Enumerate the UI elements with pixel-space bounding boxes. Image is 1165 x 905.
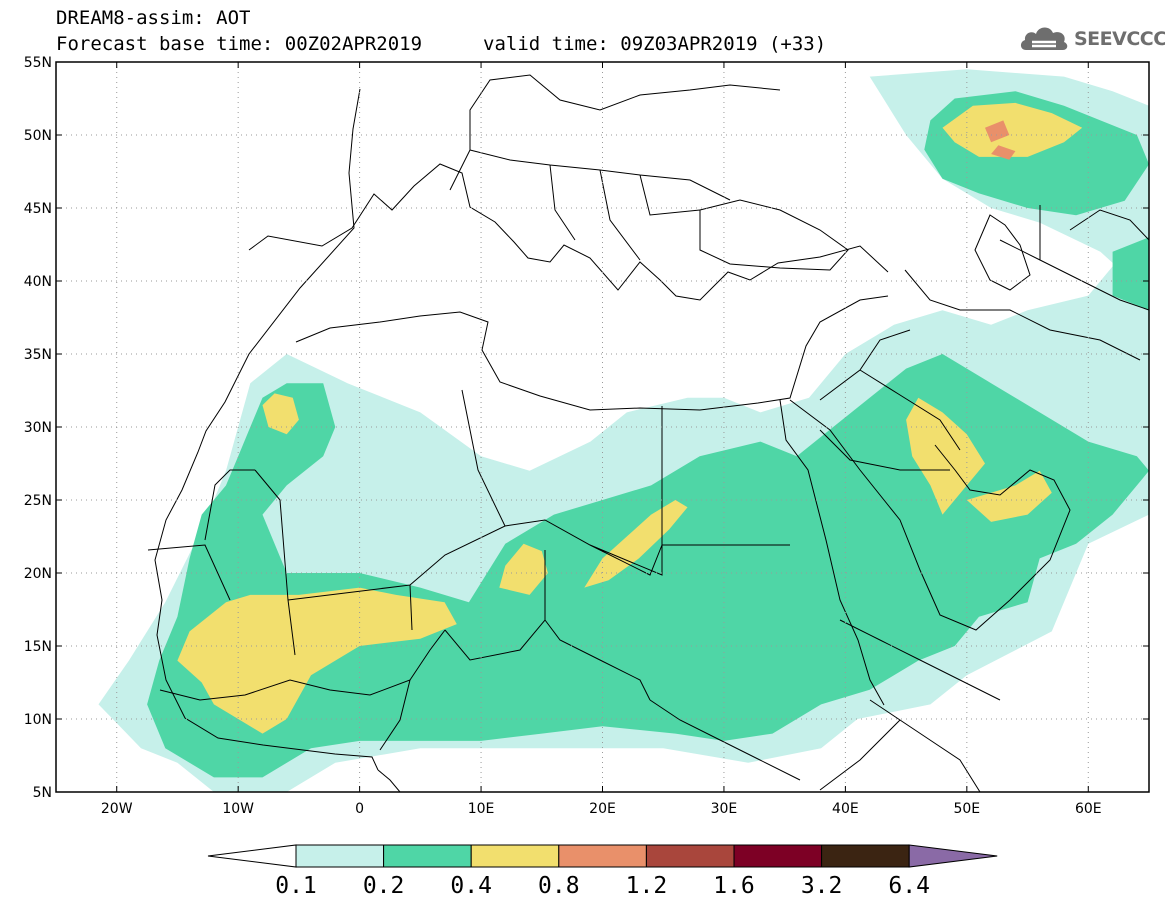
colorbar-segment [295, 844, 385, 868]
aot-region-0.4-1 [262, 393, 299, 435]
coastlines [147, 74, 1149, 792]
aot-region-0.8-1 [991, 145, 1016, 160]
chart-title: DREAM8-assim: AOT [56, 7, 251, 29]
coastline-horn [869, 699, 981, 792]
lon-tick-label: 60E [1075, 801, 1102, 817]
colorbar: 0.1 0.2 0.4 0.8 1.2 1.6 3.2 6.4 [207, 844, 998, 899]
coastline-caspian [974, 214, 1031, 291]
aot-region-0.4-5 [966, 470, 1052, 522]
colorbar-label: 1.2 [626, 873, 668, 899]
lat-tick-label: 25N [24, 493, 52, 509]
border-east [999, 205, 1149, 311]
colorbar-label: 0.4 [450, 873, 492, 899]
border-middle-east [819, 269, 1141, 471]
aot-region-0.8-0 [985, 120, 1010, 143]
coastline-gulf-guinea [377, 769, 401, 792]
aot-region-0.4-2 [499, 543, 548, 595]
lon-tick-label: 50E [953, 801, 980, 817]
aot-region-0.4-0 [177, 587, 457, 734]
coastline-black-sea [699, 199, 849, 271]
aot-region-0.4-6 [942, 102, 1083, 157]
colorbar-label: 3.2 [801, 873, 843, 899]
aot-contour-fills [98, 69, 1149, 792]
border-europe [449, 74, 781, 261]
colorbar-segment [383, 844, 472, 868]
lat-tick-label: 55N [24, 55, 52, 71]
border-west [147, 544, 446, 751]
lat-tick-label: 45N [24, 201, 52, 217]
colorbar-label: 6.4 [888, 873, 930, 899]
lon-tick-label: 10W [222, 801, 254, 817]
coastline-north-africa [295, 295, 889, 411]
lon-tick-label: 20E [589, 801, 616, 817]
logo-text: SEEVCCC [1074, 28, 1165, 50]
colorbar-segment [821, 844, 910, 868]
aot-region-0.2-0 [147, 354, 1149, 778]
colorbar-label: 1.6 [713, 873, 755, 899]
border-sahara [204, 389, 790, 656]
coastline-europe [248, 163, 889, 301]
border-central [444, 550, 801, 781]
lat-tick-label: 20N [24, 566, 52, 582]
lat-tick-label: 40N [24, 274, 52, 290]
lat-tick-label: 50N [24, 128, 52, 144]
aot-region-0.2-2 [1112, 237, 1149, 311]
lon-tick-label: 10E [468, 801, 495, 817]
border-horn [819, 619, 1001, 791]
valid-time: valid time: 09Z03APR2019 (+33) [483, 33, 827, 55]
colorbar-label: 0.2 [363, 873, 405, 899]
coastline-west-africa [154, 88, 379, 771]
colorbar-label: 0.1 [275, 873, 317, 899]
colorbar-label: 0.8 [538, 873, 580, 899]
lat-tick-label: 10N [24, 712, 52, 728]
colorbar-high-arrow [908, 844, 998, 868]
coastline-red-sea [779, 399, 885, 706]
lon-tick-label: 0 [355, 801, 364, 817]
forecast-base-time: Forecast base time: 00Z02APR2019 [56, 33, 423, 55]
colorbar-segment [645, 844, 735, 868]
colorbar-segment [733, 844, 823, 868]
lat-tick-label: 15N [24, 639, 52, 655]
lat-tick-label: 35N [24, 347, 52, 363]
aot-region-0.4-4 [906, 397, 985, 515]
colorbar-segment [558, 844, 647, 868]
colorbar-low-arrow [207, 844, 297, 868]
lon-tick-label: 20W [101, 801, 133, 817]
axis-ticks: 20W 10W 0 10E 20E 30E 40E 50E 60E 55N 50N 45N 40N 35N… [24, 55, 1149, 817]
lat-tick-label: 30N [24, 420, 52, 436]
cloud-icon [1020, 27, 1068, 50]
lon-tick-label: 40E [832, 801, 859, 817]
colorbar-segment [470, 844, 560, 868]
coastline-arabia [789, 399, 1071, 631]
lon-tick-label: 30E [711, 801, 738, 817]
seevccc-logo: SEEVCCC [1018, 22, 1165, 58]
lat-tick-label: 5N [33, 785, 52, 801]
